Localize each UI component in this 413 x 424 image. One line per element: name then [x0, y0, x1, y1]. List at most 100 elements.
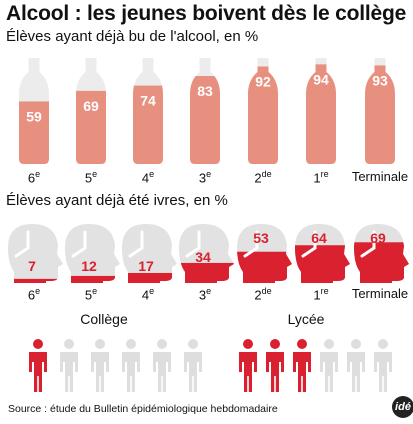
head-fill-bar: [295, 245, 350, 283]
drink-chart-subtitle: Élèves ayant déjà bu de l'alcool, en %: [6, 28, 259, 45]
clock-hand: [185, 246, 201, 258]
bottle-fill-bar: [133, 85, 163, 164]
head-fill-bar: [8, 278, 63, 283]
bottle-fill-bar: [190, 76, 220, 164]
person-college-2: [91, 339, 109, 392]
head-value-label: 7: [28, 258, 36, 274]
source-note: Source : étude du Bulletin épidémiologiq…: [8, 403, 278, 415]
drink-tick-label: 1re: [313, 169, 329, 186]
bottle-value-label: 59: [26, 108, 42, 124]
head-fill-bar: [237, 251, 292, 283]
person-lycee-2: [293, 339, 311, 392]
person-body: [122, 352, 140, 392]
bottle-value-label: 74: [140, 93, 156, 109]
bottle-6: 93: [365, 58, 395, 164]
head-shape: [122, 224, 177, 283]
person-body: [60, 352, 78, 392]
clock-hand: [71, 246, 87, 258]
head-fill-bar: [122, 272, 177, 283]
person-college-3: [122, 339, 140, 392]
head-shape: [65, 224, 120, 283]
person-head: [297, 339, 307, 349]
drunk-tick-label: Terminale: [351, 286, 409, 301]
person-body: [239, 352, 257, 392]
person-body: [29, 352, 47, 392]
drunk-tick-label: 1re: [313, 286, 329, 303]
person-head: [351, 339, 361, 349]
person-college-0: [29, 339, 47, 392]
person-body: [293, 352, 311, 392]
head-0: 7: [8, 224, 63, 283]
clock-hand: [14, 246, 30, 258]
drink-tick-label: 3e: [198, 169, 212, 186]
drink-tick-label: Terminale: [351, 169, 409, 184]
person-body: [91, 352, 109, 392]
person-college-4: [153, 339, 171, 392]
bottle-0: 59: [19, 58, 49, 164]
bottle-value-label: 94: [313, 71, 329, 87]
head-5: 64: [295, 224, 350, 283]
person-head: [270, 339, 280, 349]
drink-tick-label: 5e: [84, 169, 98, 186]
person-head: [378, 339, 388, 349]
person-head: [243, 339, 253, 349]
head-fill-bar: [65, 275, 120, 283]
person-body: [320, 352, 338, 392]
group-label-lycee: Lycée: [287, 311, 325, 327]
person-head: [33, 339, 43, 349]
head-value-label: 64: [311, 230, 327, 246]
bottle-fill-bar: [248, 66, 278, 164]
person-college-1: [60, 339, 78, 392]
clock-hand: [128, 246, 144, 258]
head-value-label: 17: [138, 258, 154, 274]
person-body: [153, 352, 171, 392]
head-4: 53: [237, 224, 292, 283]
drink-tick-label: 4e: [141, 169, 155, 186]
drunk-chart-subtitle: Élèves ayant déjà été ivres, en %: [6, 192, 228, 209]
head-1: 12: [65, 224, 120, 283]
clock-hand: [360, 246, 376, 258]
person-body: [347, 352, 365, 392]
drunk-tick-label: 5e: [84, 286, 98, 303]
head-value-label: 34: [195, 249, 211, 265]
person-lycee-1: [266, 339, 284, 392]
group-label-college: Collège: [80, 311, 128, 327]
drunk-tick-label: 6e: [27, 286, 41, 303]
bottle-value-label: 93: [372, 72, 388, 88]
person-lycee-3: [320, 339, 338, 392]
head-value-label: 53: [253, 230, 269, 246]
bottle-5: 94: [306, 58, 336, 164]
bottle-value-label: 69: [83, 98, 99, 114]
drunk-tick-label: 4e: [141, 286, 155, 303]
head-fill-bar: [354, 242, 409, 283]
person-body: [266, 352, 284, 392]
bottle-3: 83: [190, 58, 220, 164]
person-lycee-0: [239, 339, 257, 392]
drink-tick-label: 2de: [254, 169, 272, 186]
clock-hand: [301, 246, 317, 258]
person-head: [188, 339, 198, 349]
page-title: Alcool : les jeunes boivent dès le collè…: [6, 2, 407, 25]
head-2: 17: [122, 224, 177, 283]
person-head: [95, 339, 105, 349]
bottle-4: 92: [248, 58, 278, 164]
person-head: [126, 339, 136, 349]
head-value-label: 69: [370, 230, 386, 246]
drunk-tick-label: 2de: [254, 286, 272, 303]
person-lycee-4: [347, 339, 365, 392]
bottle-value-label: 92: [255, 73, 271, 89]
drink-tick-label: 6e: [27, 169, 41, 186]
person-college-5: [184, 339, 202, 392]
bottle-fill-bar: [19, 101, 49, 164]
drunk-tick-label: 3e: [198, 286, 212, 303]
bottle-fill-bar: [76, 90, 106, 164]
person-body: [184, 352, 202, 392]
bottle-fill-bar: [306, 64, 336, 164]
head-3: 34: [179, 224, 234, 283]
bottle-fill-bar: [365, 65, 395, 164]
person-body: [374, 352, 392, 392]
person-head: [64, 339, 74, 349]
bottle-value-label: 83: [197, 83, 213, 99]
bottle-2: 74: [133, 58, 163, 164]
